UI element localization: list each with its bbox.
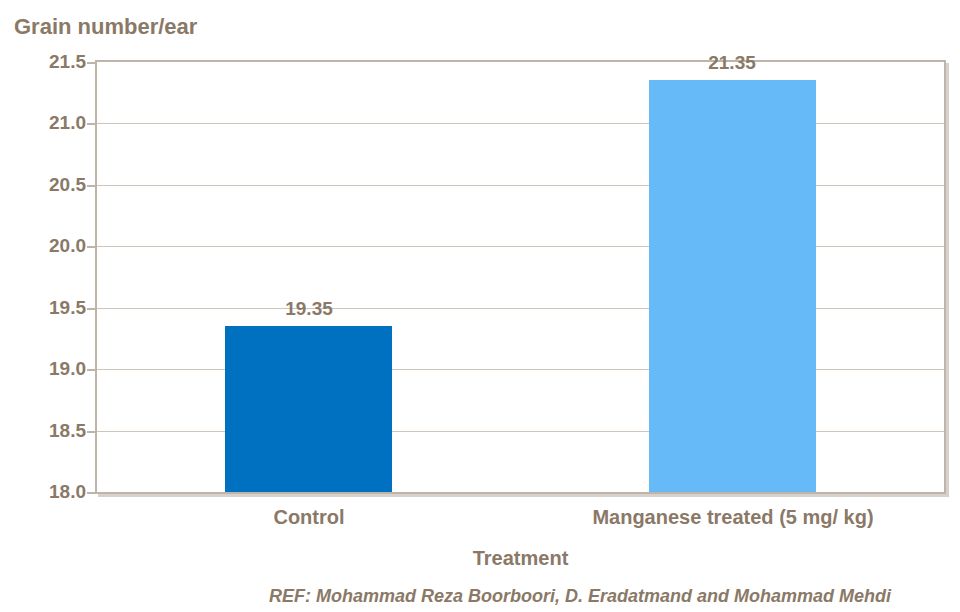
y-tick-mark [87, 185, 97, 187]
x-axis-title: Treatment [97, 547, 944, 570]
plot-area-border [95, 60, 946, 494]
bar-chart: Grain number/ear 21.5 21.0 20.5 20.0 19.5 19.… [0, 0, 960, 612]
y-tick-mark [87, 308, 97, 310]
y-tick-label: 20.5 [6, 174, 86, 196]
y-tick-label: 21.0 [6, 112, 86, 134]
y-tick-mark [87, 431, 97, 433]
y-tick-label: 20.0 [6, 235, 86, 257]
y-tick-mark [87, 492, 97, 494]
y-tick-label: 18.0 [6, 481, 86, 503]
y-tick-mark [87, 369, 97, 371]
y-tick-mark [87, 123, 97, 125]
x-category-label: Manganese treated (5 mg/ kg) [521, 506, 945, 529]
y-tick-mark [87, 246, 97, 248]
x-category-label: Control [97, 506, 521, 529]
y-tick-label: 18.5 [6, 420, 86, 442]
y-tick-label: 19.5 [6, 297, 86, 319]
bar-value-label: 21.35 [662, 52, 802, 74]
bar-value-label: 19.35 [239, 298, 379, 320]
y-tick-label: 19.0 [6, 358, 86, 380]
y-tick-mark [87, 62, 97, 64]
y-tick-label: 21.5 [6, 51, 86, 73]
reference-footer: REF: Mohammad Reza Boorboori, D. Eradatm… [205, 586, 955, 607]
chart-title: Grain number/ear [14, 14, 197, 40]
